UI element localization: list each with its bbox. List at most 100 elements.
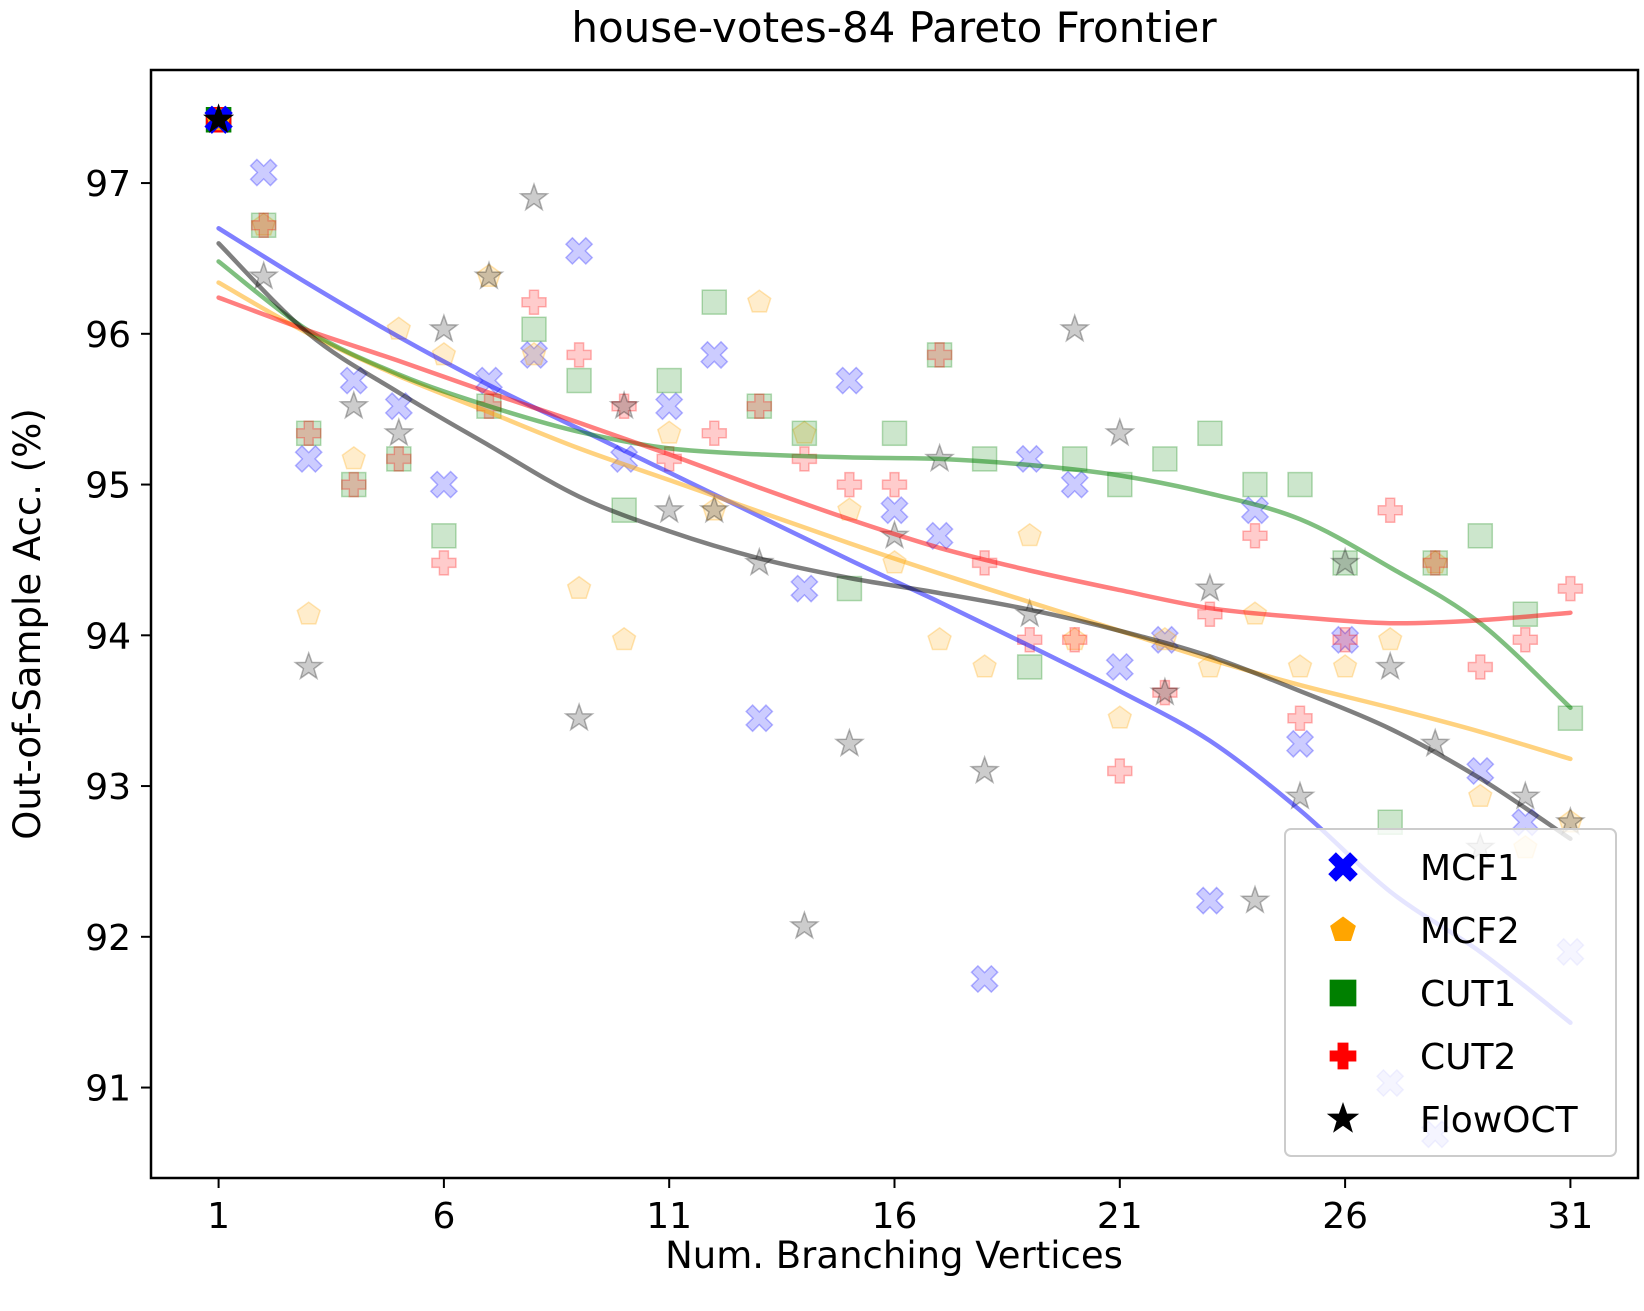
- x-tick-label: 11: [646, 1196, 692, 1237]
- point-mcf2-20: [1062, 626, 1088, 651]
- y-tick-label: 94: [85, 616, 131, 657]
- point-flowoct-26: [1329, 546, 1361, 577]
- y-tick-label: 95: [85, 466, 131, 507]
- point-mcf1-20: [1060, 470, 1089, 499]
- point-flowoct-10: [608, 389, 640, 420]
- point-cut1-3: [295, 420, 322, 447]
- point-mcf1-17: [925, 521, 954, 550]
- point-cut2-6: [431, 550, 457, 576]
- point-cut2-12: [701, 420, 728, 447]
- point-cut2-19: [1016, 627, 1043, 653]
- point-mcf2-7: [476, 263, 502, 287]
- point-cut2-14: [791, 446, 818, 472]
- point-flowoct-30: [1509, 780, 1541, 810]
- point-mcf2-11: [656, 420, 682, 444]
- y-tick-label: 91: [85, 1069, 131, 1110]
- x-tick-label: 31: [1548, 1196, 1594, 1237]
- point-mcf2-3: [296, 601, 321, 625]
- point-cut1-8: [521, 316, 547, 343]
- point-mcf2-14: [792, 420, 817, 444]
- point-cut2-16: [881, 471, 908, 498]
- point-cut2-17: [926, 342, 953, 368]
- point-flowoct-12: [698, 493, 730, 524]
- y-tick-label: 93: [85, 767, 131, 808]
- point-cut2-27: [1377, 497, 1403, 523]
- y-axis-ticks: 91 92 93 94 95 96 97: [85, 164, 151, 1110]
- point-mcf1-4: [339, 366, 368, 395]
- point-cut1-19: [1016, 654, 1043, 680]
- point-cut1-24: [1242, 471, 1268, 498]
- point-mcf1-14: [790, 574, 819, 603]
- point-mcf2-9: [566, 575, 592, 600]
- point-mcf1-21: [1105, 652, 1134, 682]
- point-flowoct-2: [248, 260, 280, 290]
- legend-marker-cut1: [1329, 979, 1357, 1007]
- point-flowoct-24: [1239, 884, 1271, 914]
- point-cut2-8: [521, 289, 547, 315]
- point-mcf2-8: [521, 341, 547, 366]
- point-mcf1-5: [384, 392, 413, 421]
- point-cut2-28: [1422, 550, 1448, 576]
- point-flowoct-31: [1554, 805, 1586, 836]
- point-flowoct-6: [428, 313, 460, 343]
- point-cut1-2: [250, 212, 277, 239]
- point-mcf2-10: [611, 626, 637, 651]
- point-mcf1-26: [1330, 625, 1360, 654]
- y-tick-label: 97: [85, 164, 131, 205]
- point-flowoct-9: [563, 701, 595, 732]
- point-cut1-11: [656, 367, 682, 394]
- point-mcf2-19: [1017, 522, 1042, 547]
- point-flowoct-11: [653, 493, 685, 524]
- point-cut2-29: [1467, 654, 1494, 680]
- point-flowoct-4: [338, 389, 370, 420]
- point-flowoct-18: [969, 754, 1001, 785]
- point-flowoct-28: [1419, 727, 1451, 758]
- point-mcf1-6: [429, 470, 459, 499]
- point-mcf2-4: [341, 445, 367, 470]
- point-cut1-6: [431, 523, 457, 549]
- point-cut2-10: [611, 393, 637, 419]
- legend-entry-cut1: CUT1: [1329, 974, 1516, 1015]
- fit-line-cut2: [216, 295, 1573, 626]
- point-mcf2-29: [1468, 783, 1493, 808]
- point-mcf1-29: [1466, 756, 1495, 786]
- point-cut1-16: [881, 420, 908, 447]
- point-mcf2-21: [1107, 705, 1133, 729]
- fit-line-cut1: [216, 259, 1573, 710]
- point-mcf2-12: [701, 497, 727, 521]
- x-tick-label: 1: [207, 1196, 230, 1237]
- point-cut1-13: [746, 393, 773, 419]
- point-flowoct-23: [1194, 572, 1226, 602]
- x-tick-label: 16: [872, 1196, 918, 1237]
- legend-marker-mcf1: [1328, 852, 1358, 882]
- legend-entry-mcf1: MCF1: [1328, 848, 1520, 889]
- point-flowoct-7: [473, 260, 505, 290]
- point-cut1-14: [791, 420, 818, 447]
- chart-title: house-votes-84 Pareto Frontier: [571, 3, 1217, 52]
- point-mcf2-27: [1377, 626, 1403, 651]
- legend-label-cut2: CUT2: [1420, 1037, 1516, 1078]
- point-flowoct-13: [743, 546, 775, 577]
- point-cut2-31: [1557, 575, 1584, 602]
- point-flowoct-27: [1374, 650, 1406, 681]
- point-cut1-12: [701, 289, 728, 315]
- legend-label-flowoct: FlowOCT: [1420, 1100, 1579, 1141]
- y-tick-label: 92: [85, 918, 131, 959]
- point-mcf1-2: [249, 158, 278, 187]
- point-mcf1-12: [700, 340, 729, 370]
- point-cut1-29: [1467, 523, 1494, 549]
- point-cut1-25: [1287, 471, 1313, 498]
- point-flowoct-5: [383, 417, 415, 447]
- point-cut1-17: [926, 342, 953, 368]
- point-cut2-15: [836, 471, 863, 498]
- x-tick-label: 26: [1322, 1196, 1368, 1237]
- point-mcf2-25: [1287, 654, 1313, 678]
- point-mcf1-16: [880, 496, 909, 525]
- point-mcf2-13: [747, 289, 772, 313]
- point-cut1-22: [1152, 446, 1178, 472]
- point-flowoct-14: [788, 910, 820, 940]
- point-mcf1-3: [294, 444, 323, 474]
- best-points: [203, 103, 235, 134]
- point-cut1-31: [1557, 705, 1584, 731]
- x-tick-label: 21: [1097, 1196, 1143, 1237]
